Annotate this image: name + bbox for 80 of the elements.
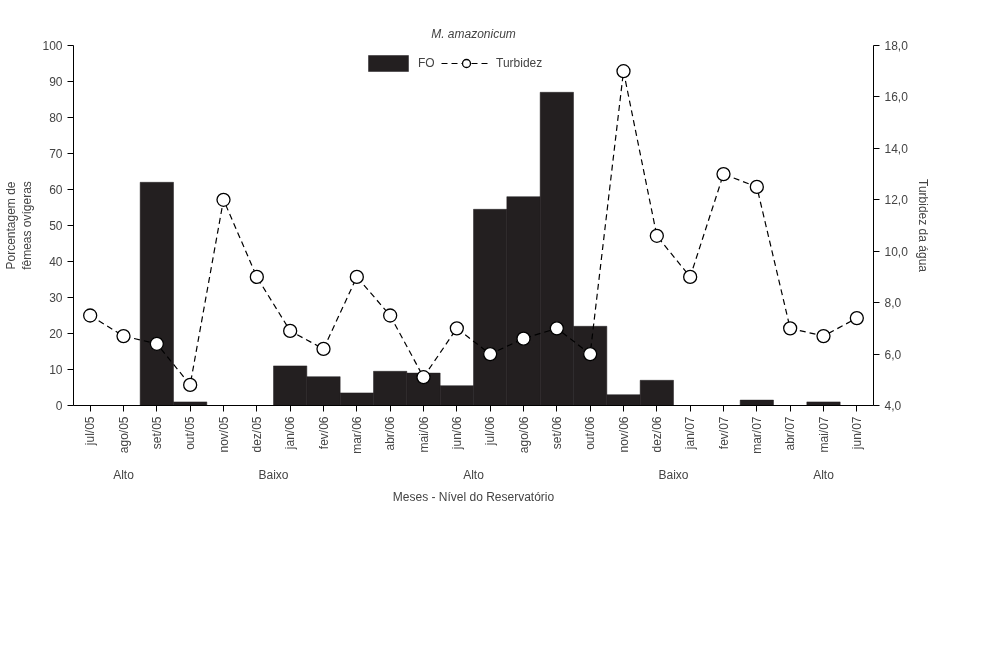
point [516, 331, 531, 346]
y-axis-title: Porcentagem de fêmeas ovígeras [3, 181, 35, 270]
y-tick-label: 80 [49, 111, 63, 125]
point [449, 321, 464, 336]
x-tick-label: mai/07 [816, 416, 831, 453]
x-tick-label: set/05 [149, 416, 164, 450]
x-tick-label: ago/06 [516, 416, 531, 454]
point [583, 346, 598, 362]
point [783, 321, 798, 336]
point [683, 269, 698, 285]
y-tick-label: 50 [49, 219, 63, 233]
point [216, 192, 231, 207]
y2-tick-label: 16,0 [884, 90, 909, 105]
bar [806, 401, 841, 406]
text: Baixo [258, 467, 289, 482]
point [316, 341, 331, 357]
text: Baixo [658, 467, 689, 482]
y2-axis-title: Turbidez da água [915, 179, 930, 273]
point [349, 269, 364, 285]
x-tick-label: nov/05 [216, 416, 231, 453]
x-tick-label: fev/06 [316, 416, 331, 450]
x-tick-label: jul/05 [83, 416, 98, 447]
y-tick-label: 0 [55, 399, 63, 413]
legend-label: Turbidez [496, 56, 543, 70]
point [849, 310, 864, 326]
x-tick-label: abr/06 [383, 416, 398, 451]
text: Alto [113, 467, 135, 482]
point [616, 64, 631, 79]
x-tick-label: nov/06 [616, 416, 631, 453]
x-tick-label: jan/07 [683, 416, 698, 451]
legend-label: FO [418, 56, 436, 70]
x-tick-label: jun/07 [849, 416, 864, 451]
point [83, 308, 98, 323]
point [416, 370, 431, 385]
point [483, 346, 498, 362]
point [383, 308, 398, 323]
y-tick-label: 90 [49, 75, 63, 89]
x-tick-label: jun/06 [449, 416, 464, 451]
text: Alto [463, 467, 485, 482]
chart-title: M. amazonicum [431, 26, 516, 41]
bar [739, 399, 774, 406]
y-tick-label: 20 [49, 327, 63, 341]
point [116, 328, 131, 344]
x-axis-title: Meses - Nível do Reservatório [392, 489, 555, 504]
x-tick-label: ago/05 [116, 416, 131, 454]
x-tick-label: fev/07 [716, 416, 731, 450]
x-tick-label: jul/06 [483, 416, 498, 447]
x-tick-label: mar/07 [749, 416, 764, 454]
y2-tick-label: 10,0 [884, 244, 909, 259]
point [549, 321, 564, 336]
y2-tick-label: 8,0 [884, 296, 902, 311]
point [716, 166, 731, 182]
x-tick-label: jan/06 [283, 416, 298, 451]
x-tick-label: set/06 [549, 416, 564, 450]
x-tick-label: dez/06 [649, 416, 664, 453]
y2-tick-label: 6,0 [884, 347, 902, 362]
point [649, 228, 664, 243]
y2-tick-label: 18,0 [884, 39, 909, 53]
y-tick-label: 30 [49, 291, 63, 305]
y-tick-label: 10 [49, 363, 63, 377]
point [183, 377, 198, 393]
x-tick-label: mar/06 [349, 416, 364, 454]
y-tick-label: 40 [49, 255, 63, 269]
point [149, 336, 164, 351]
x-tick-label: abr/07 [783, 416, 798, 451]
x-tick-label: out/05 [183, 416, 198, 450]
y-tick-label: 70 [49, 147, 63, 161]
y2-tick-label: 12,0 [884, 193, 909, 208]
y2-tick-label: 14,0 [884, 141, 909, 156]
y2-tick-label: 4,0 [884, 399, 902, 413]
point [749, 179, 764, 195]
point [249, 269, 264, 285]
point [816, 328, 831, 344]
y-tick-label: 100 [42, 39, 63, 53]
x-tick-label: mai/06 [416, 416, 431, 453]
text: Alto [813, 467, 835, 482]
x-tick-label: out/06 [583, 416, 598, 450]
x-tick-label: dez/05 [249, 416, 264, 453]
point [283, 323, 298, 339]
y-tick-label: 60 [49, 183, 63, 197]
